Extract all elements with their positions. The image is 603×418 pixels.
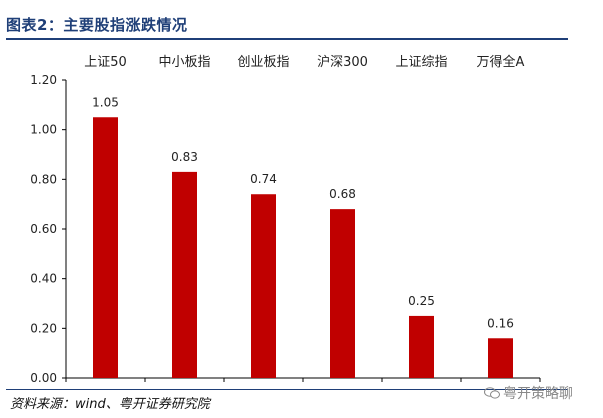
category-labels: 上证50 中小板指 创业板指 沪深300 上证综指 万得全A [84,54,524,70]
bar [93,117,118,378]
data-label: 0.74 [250,172,277,186]
bar [409,315,434,378]
bar [172,171,197,378]
y-tick-label: 0.00 [30,371,57,385]
wechat-icon [484,387,500,399]
data-label: 0.83 [171,150,198,164]
y-axis: 0.00 0.20 0.40 0.60 0.80 1.00 1.20 [30,73,67,385]
x-category-label: 中小板指 [158,55,210,70]
y-tick-label: 0.20 [30,321,57,335]
data-label: 0.16 [487,316,514,330]
x-category-label: 创业板指 [237,55,289,70]
x-axis [65,377,541,382]
chart-title: 图表2：主要股指涨跌情况 [6,16,188,34]
data-label: 0.25 [408,294,435,308]
y-tick-label: 0.80 [30,172,57,186]
data-labels: 1.05 0.83 0.74 0.68 0.25 0.16 [92,95,514,330]
bar [251,194,276,378]
footer-rule [6,389,568,390]
bar [488,338,513,378]
title-underline [6,38,568,40]
data-label: 1.05 [92,95,119,109]
bars [93,117,513,378]
source-note: 资料来源：wind、粤开证券研究院 [10,397,210,412]
watermark-text: 粤开策略聊 [503,386,573,402]
x-category-label: 沪深300 [317,54,368,70]
y-tick-label: 0.40 [30,272,57,286]
y-tick-label: 0.60 [30,222,57,236]
x-category-label: 上证综指 [395,55,447,70]
x-category-label: 万得全A [477,54,525,70]
y-tick-label: 1.20 [30,73,57,87]
data-label: 0.68 [329,187,356,201]
y-tick-label: 1.00 [30,123,57,137]
bar [330,209,355,378]
x-category-label: 上证50 [84,55,127,70]
watermark: 粤开策略聊 [484,383,573,403]
